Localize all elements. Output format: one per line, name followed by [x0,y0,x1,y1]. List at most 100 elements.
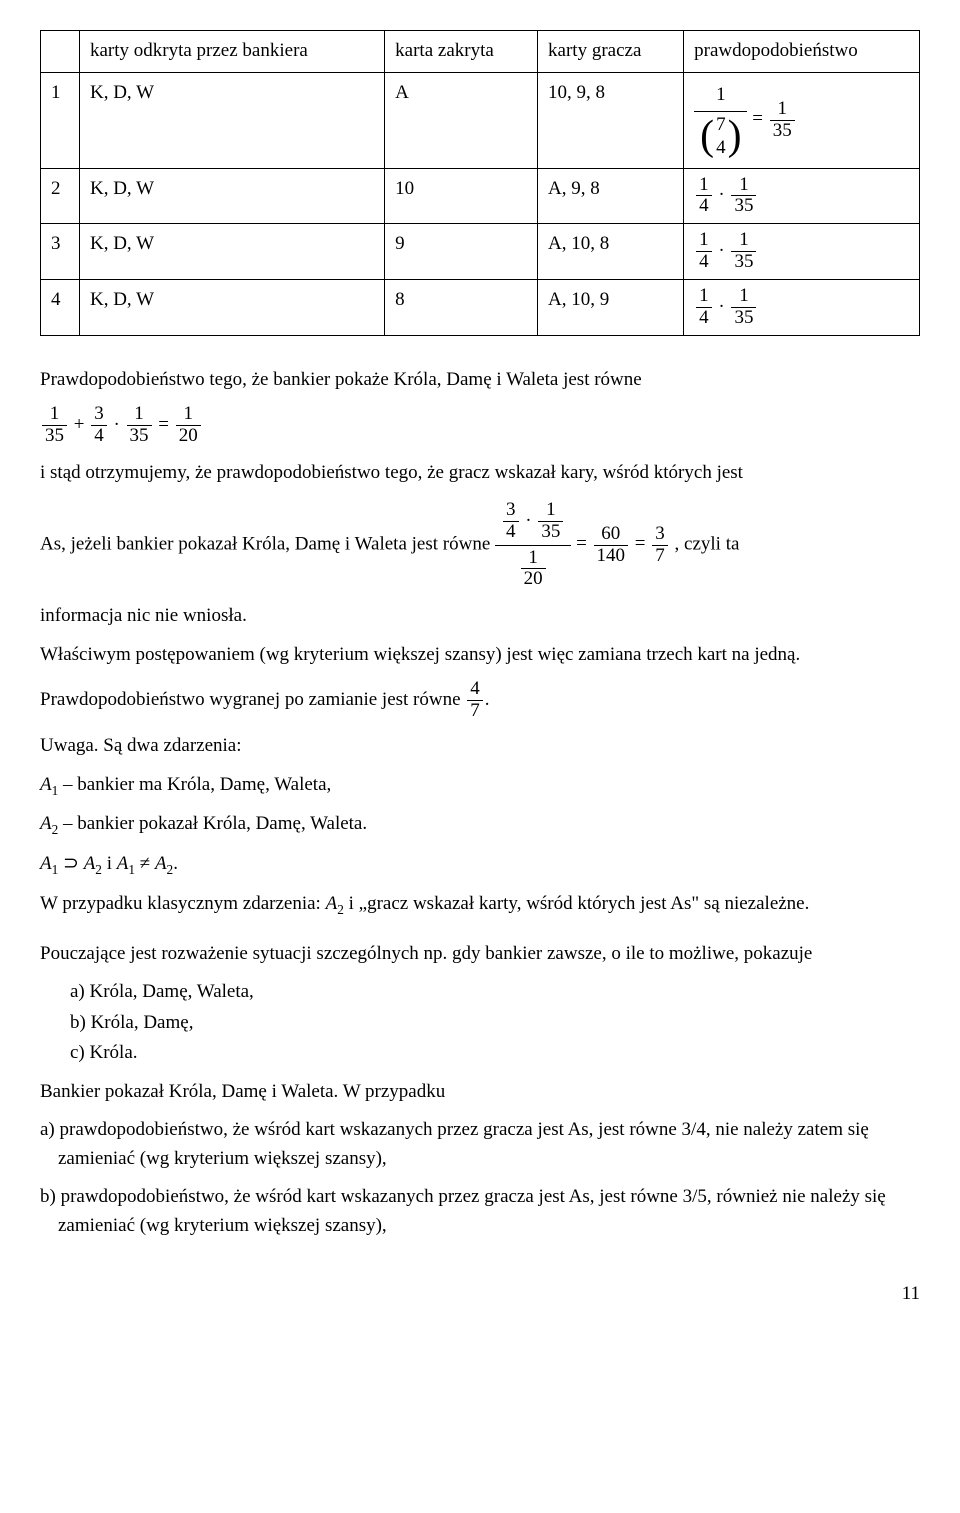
num: 1 [521,548,546,570]
cell-player: A, 9, 8 [538,168,684,224]
sym: A [155,853,167,874]
para-6-pre: Prawdopodobieństwo wygranej po zamianie … [40,689,465,710]
cell-open: K, D, W [79,72,384,168]
th-blank [41,31,80,73]
eq: = [635,533,646,554]
para-8a: W przypadku klasycznym zdarzenia: [40,893,326,914]
para-8b: i „gracz wskazał karty, wśród których je… [344,893,810,914]
num: 1 [538,500,563,522]
num: 1 [731,230,756,252]
binom-top: 7 [716,114,726,137]
table-row: 2 K, D, W 10 A, 9, 8 14 · 135 [41,168,920,224]
cell-hidden: 10 [385,168,538,224]
eq: = [158,414,169,435]
binom-bot: 4 [716,137,726,160]
para-12: b) prawdopodobieństwo, że wśród kart wsk… [40,1183,920,1240]
dot: · [113,414,119,435]
para-7: Uwaga. Są dwa zdarzenia: [40,732,920,761]
equation-1: 135 + 34 · 135 = 120 [40,404,920,447]
dot: · [525,509,531,530]
den: 35 [731,308,756,329]
num: 1 [696,286,712,308]
num: 1 [770,99,795,121]
cell-n: 2 [41,168,80,224]
den: 35 [731,196,756,217]
den: 35 [538,522,563,543]
para-3-pre: As, jeżeli bankier pokazał Króla, Damę i… [40,533,495,554]
den: 4 [696,196,712,217]
cell-prob: 14 · 135 [684,168,920,224]
para-11: a) prawdopodobieństwo, że wśród kart wsk… [40,1116,920,1173]
dot: · [718,184,724,205]
eq-sign: = [752,108,763,129]
th-open: karty odkryta przez bankiera [79,31,384,73]
num: 3 [503,500,519,522]
cell-hidden: A [385,72,538,168]
sub: 1 [128,862,135,877]
eq: = [576,533,587,554]
cell-player: A, 10, 8 [538,224,684,280]
num: 3 [652,524,668,546]
para-4: informacja nic nie wniosła. [40,602,920,631]
plus: + [74,414,85,435]
cell-prob: 14 · 135 [684,224,920,280]
para-10: Bankier pokazał Króla, Damę i Waleta. W … [40,1078,920,1107]
list-item: a) Króla, Damę, Waleta, [70,978,920,1007]
dot: . [173,853,178,874]
den: 140 [594,546,629,567]
event-a2: A2 – bankier pokazał Króla, Damę, Waleta… [40,810,920,840]
num: 60 [594,524,629,546]
ne: ≠ [135,853,155,874]
cell-hidden: 9 [385,224,538,280]
cell-open: K, D, W [79,224,384,280]
th-player: karty gracza [538,31,684,73]
sub: 2 [337,902,344,917]
cell-hidden: 8 [385,280,538,336]
den: 20 [176,426,201,447]
den: 7 [467,701,483,722]
sym: A [40,774,52,795]
den: 35 [731,252,756,273]
para-8: W przypadku klasycznym zdarzenia: A2 i „… [40,890,920,920]
den: 35 [42,426,67,447]
dot: · [718,240,724,261]
para-3: As, jeżeli bankier pokazał Króla, Damę i… [40,498,920,593]
num: 1 [731,286,756,308]
txt: – bankier pokazał Króla, Damę, Waleta. [58,813,367,834]
para-9: Pouczające jest rozważenie sytuacji szcz… [40,940,920,969]
page-number: 11 [40,1280,920,1309]
txt: – bankier ma Króla, Damę, Waleta, [58,774,331,795]
cell-n: 3 [41,224,80,280]
num: 1 [696,230,712,252]
sym: A [40,813,52,834]
table-row: 1 K, D, W A 10, 9, 8 1 ( 7 4 ) [41,72,920,168]
cell-open: K, D, W [79,280,384,336]
cell-prob: 14 · 135 [684,280,920,336]
sym: A [326,893,338,914]
den: 35 [127,426,152,447]
num: 1 [176,404,201,426]
num: 3 [91,404,107,426]
para-2: i stąd otrzymujemy, że prawdopodobieństw… [40,459,920,488]
event-a1: A1 – bankier ma Króla, Damę, Waleta, [40,771,920,801]
num: 4 [467,679,483,701]
th-hidden: karta zakryta [385,31,538,73]
cell-player: A, 10, 9 [538,280,684,336]
list-item: b) Króla, Damę, [70,1009,920,1038]
num: 1 [696,175,712,197]
cell-n: 4 [41,280,80,336]
den: 4 [696,252,712,273]
relation-line: A1 ⊃ A2 i A1 ≠ A2. [40,850,920,880]
table-row: 3 K, D, W 9 A, 10, 8 14 · 135 [41,224,920,280]
cell-open: K, D, W [79,168,384,224]
dot: · [718,296,724,317]
probability-table: karty odkryta przez bankiera karta zakry… [40,30,920,336]
den: 35 [770,121,795,142]
den: 4 [696,308,712,329]
num: 1 [127,404,152,426]
superset: ⊃ [58,853,83,874]
den: 4 [503,522,519,543]
num: 1 [731,175,756,197]
den: 4 [91,426,107,447]
sub: 2 [95,862,102,877]
